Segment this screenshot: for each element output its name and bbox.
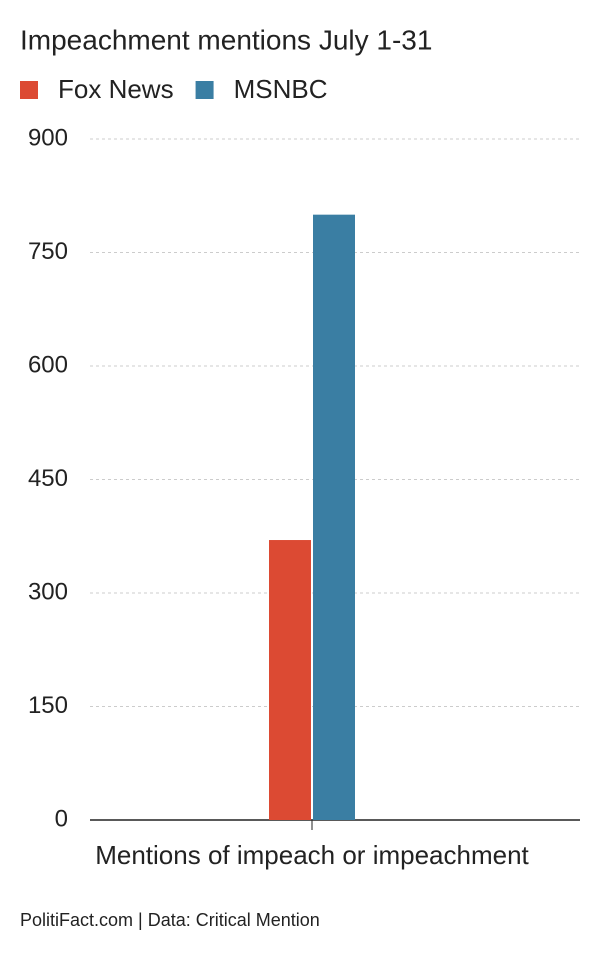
y-tick-label: 450 xyxy=(28,465,68,492)
y-tick-label: 600 xyxy=(28,351,68,378)
legend-swatch xyxy=(20,81,38,99)
bar xyxy=(313,214,355,820)
y-tick-label: 0 xyxy=(55,805,68,832)
legend-label: Fox News xyxy=(58,74,174,104)
y-tick-label: 150 xyxy=(28,692,68,719)
x-tick-label: Mentions of impeach or impeachment xyxy=(95,840,529,870)
legend-swatch xyxy=(195,81,214,99)
bar xyxy=(269,540,311,820)
y-tick-label: 750 xyxy=(28,238,68,265)
y-tick-label: 900 xyxy=(28,124,68,151)
y-tick-label: 300 xyxy=(28,578,68,605)
source-note: PolitiFact.com | Data: Critical Mention xyxy=(20,910,320,930)
legend-label: MSNBC xyxy=(234,74,328,104)
chart-title: Impeachment mentions July 1-31 xyxy=(20,24,432,55)
